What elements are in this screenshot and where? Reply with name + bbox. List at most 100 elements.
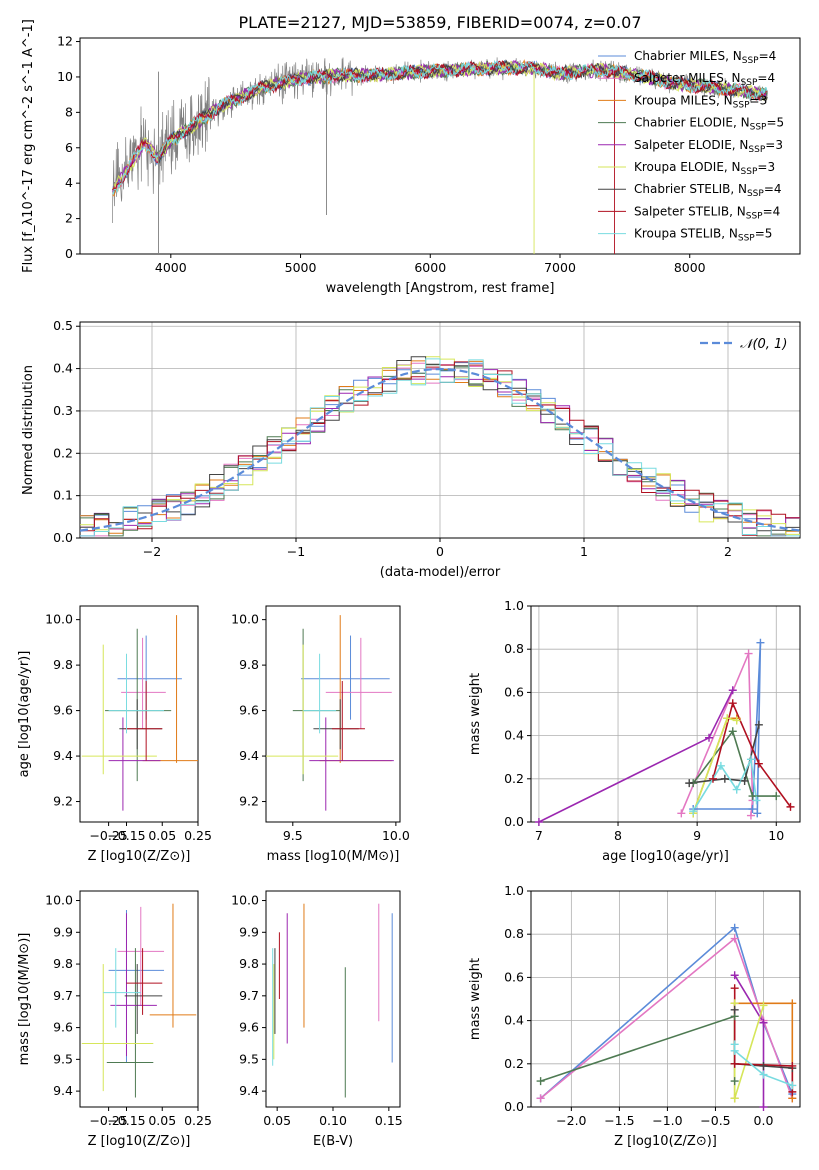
y-axis-label: mass weight bbox=[468, 673, 483, 755]
plot-area-age_vs_mass bbox=[266, 615, 394, 811]
weight-marker-chabrier_elodie bbox=[748, 792, 757, 801]
figure-title: PLATE=2127, MJD=53859, FIBERID=0074, z=0… bbox=[238, 13, 641, 32]
weight-marker-chabrier_elodie bbox=[772, 792, 781, 801]
y-tick-label: 9.5 bbox=[53, 1051, 73, 1066]
y-tick-label: 9.6 bbox=[53, 1020, 73, 1035]
y-axis-label: mass weight bbox=[468, 958, 483, 1040]
weight-line-salpeter_elodie bbox=[538, 689, 734, 822]
weight-marker-chabrier_stelib bbox=[730, 1005, 739, 1014]
weight-marker-chabrier_miles bbox=[730, 923, 739, 932]
x-axis-label: E(B-V) bbox=[313, 1134, 353, 1149]
x-tick-label: 4000 bbox=[155, 260, 187, 275]
weight-marker-salpeter_elodie bbox=[728, 686, 737, 695]
plot-area-weight_vs_Z bbox=[540, 926, 794, 1107]
x-tick-label: −0.15 bbox=[107, 1113, 145, 1128]
y-tick-label: 0.6 bbox=[504, 684, 524, 699]
chart-panels: 4000 5000 6000 7000 8000024681012wavelength … bbox=[17, 19, 801, 1149]
y-tick-label: 0.4 bbox=[504, 728, 524, 743]
y-tick-label: 0.2 bbox=[504, 1056, 524, 1071]
x-axis-label: (data-model)/error bbox=[380, 565, 501, 580]
weight-marker-salpeter_miles bbox=[744, 649, 753, 658]
weight-marker-chabrier_miles bbox=[748, 805, 757, 814]
x-tick-label: −0.25 bbox=[89, 828, 127, 843]
weight-marker-kroupa_stelib bbox=[759, 1070, 768, 1079]
weight-line-salpeter_miles bbox=[540, 937, 794, 1100]
y-tick-label: 0.5 bbox=[53, 318, 73, 333]
legend-label-normal: 𝒩(0, 1) bbox=[740, 337, 787, 352]
y-tick-label: 10 bbox=[57, 69, 73, 84]
plot-area-residuals bbox=[80, 356, 800, 537]
legend-label: Salpeter MILES, NSSP=4 bbox=[634, 71, 775, 88]
x-axis-label: Z [log10(Z/Z⊙)] bbox=[614, 1134, 717, 1149]
y-tick-label: 9.8 bbox=[239, 657, 259, 672]
weight-marker-kroupa_stelib bbox=[730, 1046, 739, 1055]
weight-marker-chabrier_miles bbox=[756, 638, 765, 647]
axes-frame bbox=[265, 890, 401, 1108]
weight-marker-salpeter_stelib bbox=[754, 759, 763, 768]
y-axis-label: age [log10(age/yr)] bbox=[17, 651, 32, 778]
weight-marker-chabrier_stelib bbox=[720, 774, 729, 783]
x-tick-label: −0.25 bbox=[89, 1113, 127, 1128]
panel-weight_vs_age: 7 8 9 10 0.0 0.2 0.4 0.6 0.8 1.0 age [log10(age/yr… bbox=[468, 598, 801, 864]
weight-line-chabrier_elodie bbox=[540, 1015, 736, 1082]
y-tick-label: 9.5 bbox=[239, 1051, 259, 1066]
y-tick-label: 0.1 bbox=[53, 488, 73, 503]
weight-marker-kroupa_stelib bbox=[746, 755, 755, 764]
weight-line-chabrier_miles bbox=[540, 926, 794, 1100]
weight-marker-salpeter_stelib bbox=[730, 984, 739, 993]
weight-marker-salpeter_miles bbox=[536, 1094, 545, 1103]
weight-marker-chabrier_miles bbox=[753, 809, 762, 818]
y-tick-label: 9.8 bbox=[239, 956, 259, 971]
y-tick-label: 0.4 bbox=[53, 361, 73, 376]
panel-residuals: −2 −1 0 1 2 0.0 0.1 0.2 0.3 0.4 0.5 (data-model)/er… bbox=[21, 318, 801, 580]
weight-marker-salpeter_stelib bbox=[786, 802, 795, 811]
y-tick-label: 9.7 bbox=[239, 988, 259, 1003]
y-tick-label: 9.4 bbox=[53, 748, 73, 763]
weight-marker-kroupa_elodie bbox=[723, 714, 732, 723]
y-tick-label: 0.4 bbox=[504, 1013, 524, 1028]
panel-spectrum: 4000 5000 6000 7000 8000 0 2 4 6 8 10 12 wavelength … bbox=[21, 19, 801, 296]
x-tick-label: −1.5 bbox=[604, 1113, 634, 1128]
histogram-kroupa_elodie bbox=[80, 356, 800, 535]
weight-marker-kroupa_stelib bbox=[689, 807, 698, 816]
x-tick-label: 0.05 bbox=[263, 1113, 291, 1128]
weight-marker-salpeter_miles bbox=[677, 809, 686, 818]
y-tick-label: 2 bbox=[65, 211, 73, 226]
weight-marker-kroupa_stelib bbox=[752, 796, 761, 805]
weight-marker-kroupa_elodie bbox=[759, 1001, 768, 1010]
y-tick-label: 0.2 bbox=[504, 771, 524, 786]
weight-marker-salpeter_miles bbox=[746, 811, 755, 820]
x-tick-label: 9.5 bbox=[283, 828, 303, 843]
x-tick-label: −0.15 bbox=[107, 828, 145, 843]
y-tick-label: 1.0 bbox=[504, 598, 524, 613]
x-tick-label: −1.0 bbox=[652, 1113, 682, 1128]
y-tick-label: 9.6 bbox=[239, 703, 259, 718]
x-tick-label: 0.15 bbox=[375, 1113, 403, 1128]
weight-marker-kroupa_elodie bbox=[730, 1094, 739, 1103]
weight-line-kroupa_elodie bbox=[733, 1003, 765, 1099]
y-tick-label: 0.6 bbox=[504, 969, 524, 984]
y-axis-label: Normed distribution bbox=[21, 365, 36, 495]
weight-marker-salpeter_elodie bbox=[759, 1103, 768, 1111]
y-tick-label: 9.4 bbox=[239, 748, 259, 763]
weight-marker-salpeter_elodie bbox=[534, 818, 543, 826]
weight-line-salpeter_elodie bbox=[734, 974, 765, 1107]
weight-marker-chabrier_elodie bbox=[730, 1077, 739, 1086]
legend-label: Chabrier STELIB, NSSP=4 bbox=[634, 182, 782, 199]
weight-marker-kroupa_stelib bbox=[716, 761, 725, 770]
weight-marker-salpeter_elodie bbox=[730, 971, 739, 980]
panel-weight_vs_Z: −2.0 −1.5 −1.0 −0.5 0.0 0.0 0.2 0.4 0.6 0.8 1.0 Z [… bbox=[468, 883, 801, 1149]
weight-line-chabrier_stelib bbox=[689, 724, 760, 784]
legend-label: Kroupa MILES, NSSP=3 bbox=[634, 93, 767, 110]
axes-frame bbox=[530, 890, 801, 1108]
y-tick-label: 9.2 bbox=[239, 794, 259, 809]
plot-area-mass_vs_ebv bbox=[272, 903, 393, 1098]
y-tick-label: 4 bbox=[65, 175, 73, 190]
x-tick-label: 0.0 bbox=[754, 1113, 774, 1128]
y-tick-label: 9.2 bbox=[53, 794, 73, 809]
weight-marker-salpeter_stelib bbox=[728, 699, 737, 708]
weight-marker-kroupa_miles bbox=[788, 999, 797, 1008]
y-tick-label: 10.0 bbox=[45, 612, 73, 627]
axes-frame bbox=[265, 605, 401, 823]
y-tick-label: 1.0 bbox=[504, 883, 524, 898]
